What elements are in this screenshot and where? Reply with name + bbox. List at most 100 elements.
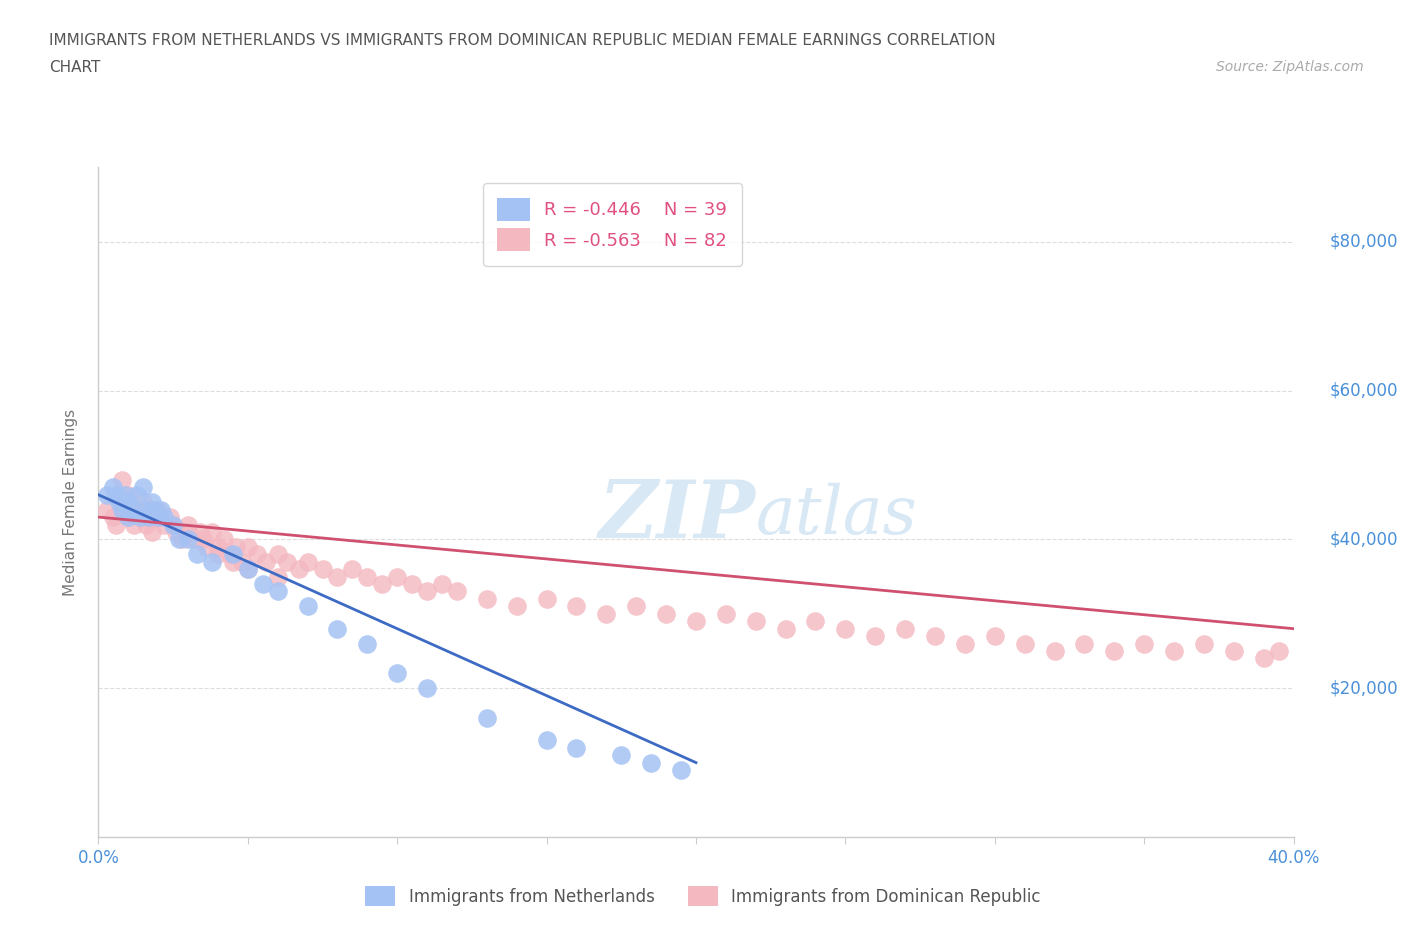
Point bbox=[111, 472, 134, 487]
Point bbox=[117, 510, 139, 525]
Point bbox=[1104, 644, 1126, 658]
Point bbox=[565, 599, 588, 614]
Point bbox=[141, 525, 163, 539]
Point bbox=[745, 614, 768, 629]
Point bbox=[132, 495, 155, 510]
Point bbox=[201, 525, 224, 539]
Point bbox=[129, 510, 152, 525]
Point bbox=[138, 510, 160, 525]
Point bbox=[96, 487, 118, 502]
Point bbox=[1133, 636, 1156, 651]
Point bbox=[775, 621, 797, 636]
Point bbox=[150, 502, 173, 517]
Point bbox=[536, 591, 558, 606]
Point bbox=[267, 547, 290, 562]
Point bbox=[276, 554, 298, 569]
Point bbox=[114, 487, 136, 502]
Point bbox=[894, 621, 917, 636]
Text: $60,000: $60,000 bbox=[1330, 381, 1398, 400]
Point bbox=[416, 681, 439, 696]
Point bbox=[254, 554, 277, 569]
Point bbox=[132, 510, 155, 525]
Point bbox=[287, 562, 309, 577]
Text: atlas: atlas bbox=[756, 483, 918, 548]
Point bbox=[834, 621, 856, 636]
Point bbox=[111, 502, 134, 517]
Point bbox=[141, 495, 163, 510]
Point bbox=[177, 525, 200, 539]
Point bbox=[297, 599, 319, 614]
Point bbox=[1073, 636, 1095, 651]
Point bbox=[252, 577, 274, 591]
Point bbox=[231, 554, 253, 569]
Y-axis label: Median Female Earnings: Median Female Earnings bbox=[63, 408, 77, 596]
Point bbox=[177, 532, 200, 547]
Point bbox=[416, 584, 439, 599]
Point bbox=[153, 517, 176, 532]
Point bbox=[165, 525, 187, 539]
Point bbox=[159, 510, 181, 525]
Point bbox=[191, 532, 214, 547]
Point bbox=[1253, 651, 1275, 666]
Point bbox=[124, 502, 146, 517]
Point bbox=[1267, 644, 1289, 658]
Point bbox=[610, 748, 633, 763]
Point bbox=[267, 569, 290, 584]
Point bbox=[127, 487, 149, 502]
Point bbox=[96, 502, 118, 517]
Point bbox=[595, 606, 617, 621]
Point bbox=[356, 636, 378, 651]
Point bbox=[143, 502, 166, 517]
Point bbox=[172, 532, 194, 547]
Point bbox=[194, 539, 218, 554]
Point bbox=[135, 502, 157, 517]
Point bbox=[124, 517, 146, 532]
Point bbox=[132, 480, 155, 495]
Point bbox=[105, 517, 128, 532]
Point bbox=[225, 539, 247, 554]
Point bbox=[326, 569, 349, 584]
Point bbox=[127, 502, 149, 517]
Point bbox=[430, 577, 453, 591]
Point bbox=[162, 517, 184, 532]
Legend: Immigrants from Netherlands, Immigrants from Dominican Republic: Immigrants from Netherlands, Immigrants … bbox=[359, 880, 1047, 912]
Point bbox=[141, 502, 163, 517]
Point bbox=[222, 554, 245, 569]
Point bbox=[924, 629, 946, 644]
Point bbox=[236, 539, 259, 554]
Point bbox=[475, 711, 498, 725]
Point bbox=[162, 517, 184, 532]
Point bbox=[201, 554, 224, 569]
Text: IMMIGRANTS FROM NETHERLANDS VS IMMIGRANTS FROM DOMINICAN REPUBLIC MEDIAN FEMALE : IMMIGRANTS FROM NETHERLANDS VS IMMIGRANT… bbox=[49, 33, 995, 47]
Point bbox=[385, 569, 409, 584]
Point bbox=[475, 591, 498, 606]
Point bbox=[117, 487, 139, 502]
Point bbox=[219, 547, 242, 562]
Point bbox=[624, 599, 647, 614]
Point bbox=[640, 755, 662, 770]
Point bbox=[108, 495, 131, 510]
Point bbox=[117, 510, 139, 525]
Point bbox=[135, 517, 157, 532]
Point bbox=[246, 547, 269, 562]
Point bbox=[222, 547, 245, 562]
Point bbox=[153, 510, 176, 525]
Point bbox=[1043, 644, 1066, 658]
Point bbox=[685, 614, 707, 629]
Point bbox=[326, 621, 349, 636]
Text: $80,000: $80,000 bbox=[1330, 232, 1398, 251]
Point bbox=[105, 487, 128, 502]
Point bbox=[186, 547, 208, 562]
Point bbox=[167, 532, 190, 547]
Point bbox=[804, 614, 827, 629]
Text: Source: ZipAtlas.com: Source: ZipAtlas.com bbox=[1216, 60, 1364, 74]
Point bbox=[117, 495, 139, 510]
Point bbox=[385, 666, 409, 681]
Point bbox=[669, 763, 692, 777]
Point bbox=[1163, 644, 1185, 658]
Point bbox=[177, 517, 200, 532]
Point bbox=[111, 502, 134, 517]
Point bbox=[342, 562, 364, 577]
Legend: R = -0.446    N = 39, R = -0.563    N = 82: R = -0.446 N = 39, R = -0.563 N = 82 bbox=[482, 183, 742, 266]
Point bbox=[446, 584, 468, 599]
